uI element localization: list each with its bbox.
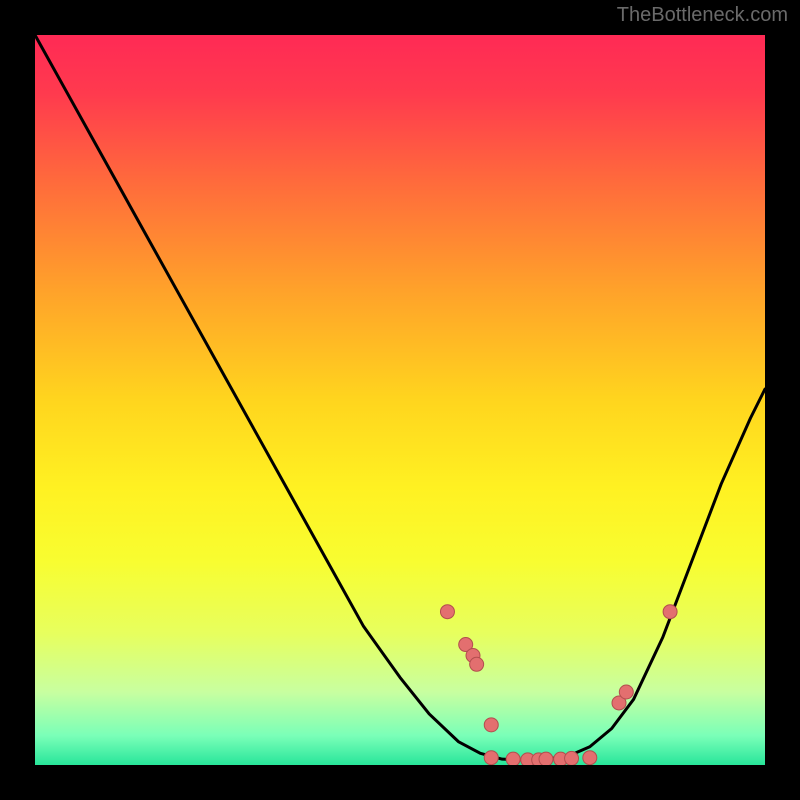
data-marker: [583, 751, 597, 765]
data-marker: [484, 751, 498, 765]
data-marker: [440, 605, 454, 619]
data-marker: [619, 685, 633, 699]
watermark-text: TheBottleneck.com: [617, 4, 788, 27]
plot-area: [35, 35, 765, 765]
data-marker: [565, 751, 579, 765]
data-marker: [470, 657, 484, 671]
bottleneck-chart: [35, 35, 765, 765]
data-marker: [484, 718, 498, 732]
data-marker: [506, 752, 520, 765]
data-marker: [663, 605, 677, 619]
data-marker: [539, 752, 553, 765]
chart-container: TheBottleneck.com: [0, 0, 800, 800]
